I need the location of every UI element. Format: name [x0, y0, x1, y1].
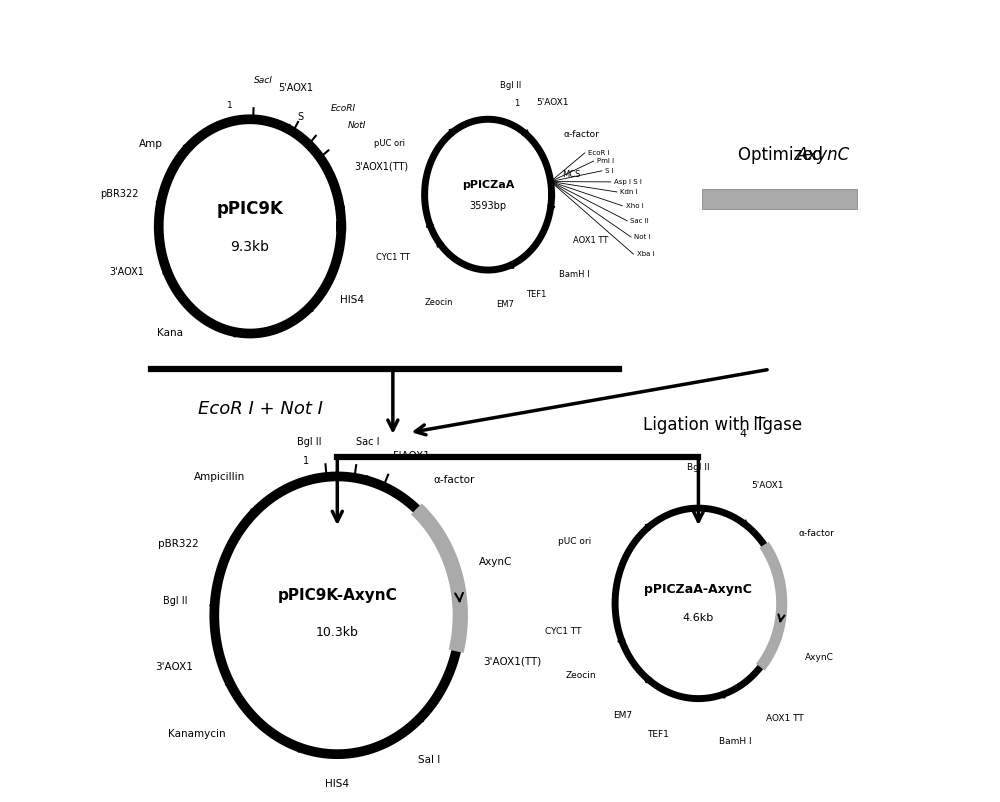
Text: Kana: Kana — [157, 328, 183, 338]
Text: pPICZaA-AxynC: pPICZaA-AxynC — [644, 582, 752, 596]
Text: pUC ori: pUC ori — [374, 140, 405, 148]
Text: TEF1: TEF1 — [526, 290, 546, 299]
Text: 3'AOX1(TT): 3'AOX1(TT) — [354, 162, 408, 172]
Text: 3'AOX1: 3'AOX1 — [109, 267, 144, 277]
Text: pPIC9K-AxynC: pPIC9K-AxynC — [277, 588, 397, 603]
Text: NotI: NotI — [348, 121, 366, 130]
Text: Sal I: Sal I — [418, 755, 440, 765]
Text: HIS4: HIS4 — [340, 295, 364, 306]
Text: pBR322: pBR322 — [158, 539, 199, 549]
Text: pPIC9K: pPIC9K — [217, 200, 283, 218]
Text: 5'AOX1: 5'AOX1 — [536, 99, 568, 107]
Text: Zeocin: Zeocin — [565, 671, 596, 680]
Text: Amp: Amp — [139, 139, 163, 149]
Text: Ampicillin: Ampicillin — [194, 472, 245, 482]
Text: AxynC: AxynC — [478, 557, 512, 566]
Text: 4: 4 — [740, 429, 747, 439]
Text: EM7: EM7 — [496, 300, 514, 309]
Text: Sac I: Sac I — [356, 437, 379, 447]
Text: AxynC: AxynC — [797, 146, 850, 164]
Text: 1: 1 — [227, 101, 233, 111]
Text: Sac II: Sac II — [630, 218, 649, 224]
Text: pPICZaA: pPICZaA — [462, 180, 514, 190]
Text: CYC1 TT: CYC1 TT — [545, 627, 582, 636]
Text: 4.6kb: 4.6kb — [683, 613, 714, 622]
Text: Xho I: Xho I — [626, 203, 643, 209]
Text: Bgl II: Bgl II — [297, 437, 322, 447]
Text: S I: S I — [605, 168, 614, 174]
Text: Not I: Not I — [634, 234, 651, 240]
Text: EM7: EM7 — [613, 711, 632, 720]
Text: 1: 1 — [515, 99, 520, 108]
Text: 3'AOX1(TT): 3'AOX1(TT) — [483, 656, 541, 666]
Text: BamH I: BamH I — [719, 736, 752, 746]
Text: pUC ori: pUC ori — [558, 537, 591, 546]
Text: Kdn I: Kdn I — [620, 189, 638, 195]
Text: pBR322: pBR322 — [100, 188, 138, 199]
Text: Asp I S I: Asp I S I — [614, 179, 642, 185]
Text: SacI: SacI — [254, 76, 273, 85]
Text: AOX1 TT: AOX1 TT — [766, 714, 804, 723]
Text: AxynC: AxynC — [805, 653, 834, 662]
Text: Zeocin: Zeocin — [424, 298, 453, 307]
Text: Ligation with T: Ligation with T — [643, 415, 765, 434]
Text: Optimized: Optimized — [738, 146, 828, 164]
Text: 5'AOX1: 5'AOX1 — [751, 481, 784, 490]
Text: MCS: MCS — [562, 170, 580, 179]
Text: 10.3kb: 10.3kb — [316, 626, 359, 639]
Text: HIS4: HIS4 — [325, 780, 349, 789]
Text: CYC1 TT: CYC1 TT — [376, 253, 410, 261]
Text: 3'AOX1: 3'AOX1 — [155, 662, 193, 672]
Text: BamH I: BamH I — [559, 270, 589, 279]
Text: Xba I: Xba I — [637, 251, 654, 257]
Text: Kanamycin: Kanamycin — [168, 729, 226, 739]
Bar — [702, 188, 857, 209]
Text: EcoRI: EcoRI — [331, 104, 356, 113]
Text: Bgl II: Bgl II — [500, 81, 522, 90]
Text: 9.3kb: 9.3kb — [230, 240, 269, 254]
Text: EcoR I: EcoR I — [588, 150, 609, 156]
Text: ligase: ligase — [748, 415, 803, 434]
Text: 5'AOX1: 5'AOX1 — [278, 83, 313, 93]
Text: TEF1: TEF1 — [647, 731, 669, 739]
Text: α-factor: α-factor — [798, 529, 834, 537]
Text: AOX1 TT: AOX1 TT — [573, 236, 609, 245]
Text: EcoR I + Not I: EcoR I + Not I — [198, 400, 323, 418]
Text: S: S — [297, 112, 303, 123]
Text: α-factor: α-factor — [434, 476, 475, 485]
Text: Pml I: Pml I — [597, 158, 614, 164]
Text: α-factor: α-factor — [563, 130, 599, 139]
Text: 1: 1 — [303, 456, 309, 466]
Text: Bgl II: Bgl II — [163, 597, 187, 606]
Text: Bgl II: Bgl II — [687, 463, 710, 472]
Text: 3593bp: 3593bp — [470, 200, 507, 211]
Text: 5'AOX1: 5'AOX1 — [393, 451, 430, 461]
